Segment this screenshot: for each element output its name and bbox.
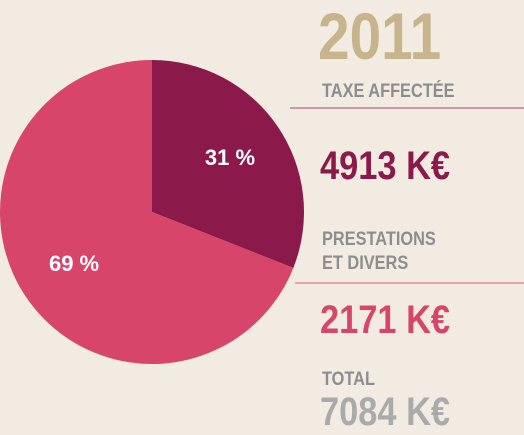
category-label: PRESTATIONS ET DIVERS xyxy=(322,229,436,274)
pie-slice xyxy=(152,60,304,268)
pie-slice xyxy=(0,60,294,365)
pie: 31 % 69 % xyxy=(0,60,304,365)
category-label: TAXE AFFECTÉE xyxy=(322,81,455,102)
amount-label: 4913 K€ xyxy=(320,144,451,188)
amount-label: 2171 K€ xyxy=(320,298,451,342)
total-label: TOTAL xyxy=(322,369,375,390)
total-amount: 7084 K€ xyxy=(320,390,451,434)
chart-title: 2011 xyxy=(318,0,442,73)
value-label: 31 % xyxy=(205,145,255,170)
value-label: 69 % xyxy=(49,251,99,276)
